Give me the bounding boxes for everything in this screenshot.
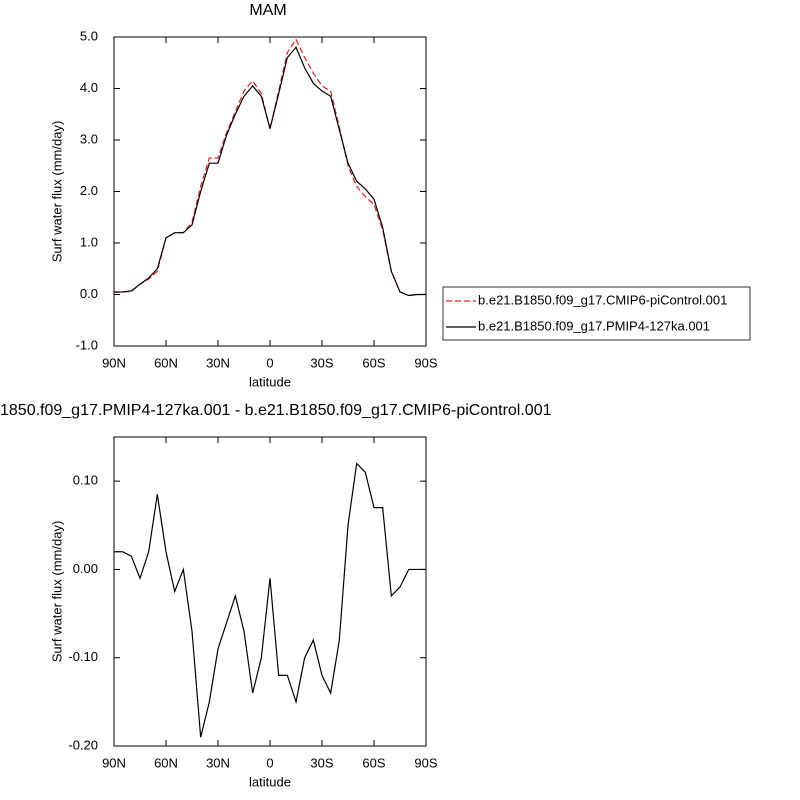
plot-frame bbox=[113, 436, 427, 747]
plot-frame bbox=[113, 36, 427, 347]
y-axis-label: Surf water flux (mm/day) bbox=[49, 121, 64, 263]
y-tick-label: 2.0 bbox=[80, 183, 98, 198]
chart-title: MAM bbox=[249, 2, 286, 19]
y-tick-label: 5.0 bbox=[80, 28, 98, 43]
x-tick-label: 60N bbox=[154, 355, 178, 370]
legend-label: b.e21.B1850.f09_g17.PMIP4-127ka.001 bbox=[478, 318, 710, 333]
x-tick-label: 60N bbox=[154, 755, 178, 770]
y-tick-label: 0.0 bbox=[80, 286, 98, 301]
y-tick-label: -0.10 bbox=[68, 649, 98, 664]
x-axis-label: latitude bbox=[249, 774, 291, 789]
chart-title: 1850.f09_g17.PMIP4-127ka.001 - b.e21.B18… bbox=[0, 402, 552, 419]
x-tick-label: 0 bbox=[266, 355, 273, 370]
y-axis-label: Surf water flux (mm/day) bbox=[49, 521, 64, 663]
x-tick-label: 90N bbox=[102, 355, 126, 370]
x-axis-label: latitude bbox=[249, 374, 291, 389]
y-tick-label: -1.0 bbox=[76, 337, 98, 352]
data-line bbox=[114, 462, 426, 738]
x-tick-label: 90N bbox=[102, 755, 126, 770]
x-tick-label: 0 bbox=[266, 755, 273, 770]
x-tick-label: 30S bbox=[310, 755, 333, 770]
y-tick-label: 0.00 bbox=[73, 561, 98, 576]
x-tick-label: 30S bbox=[310, 355, 333, 370]
y-tick-label: 0.10 bbox=[73, 473, 98, 488]
data-line bbox=[114, 46, 426, 297]
y-tick-label: 1.0 bbox=[80, 234, 98, 249]
x-tick-label: 30N bbox=[206, 355, 230, 370]
y-tick-label: -0.20 bbox=[68, 737, 98, 752]
x-tick-label: 30N bbox=[206, 755, 230, 770]
y-tick-label: 4.0 bbox=[80, 80, 98, 95]
legend-label: b.e21.B1850.f09_g17.CMIP6-piControl.001 bbox=[478, 292, 727, 307]
legend-box bbox=[442, 286, 751, 341]
x-tick-label: 60S bbox=[362, 355, 385, 370]
x-tick-label: 90S bbox=[414, 355, 437, 370]
x-tick-label: 60S bbox=[362, 755, 385, 770]
x-tick-label: 90S bbox=[414, 755, 437, 770]
y-tick-label: 3.0 bbox=[80, 131, 98, 146]
